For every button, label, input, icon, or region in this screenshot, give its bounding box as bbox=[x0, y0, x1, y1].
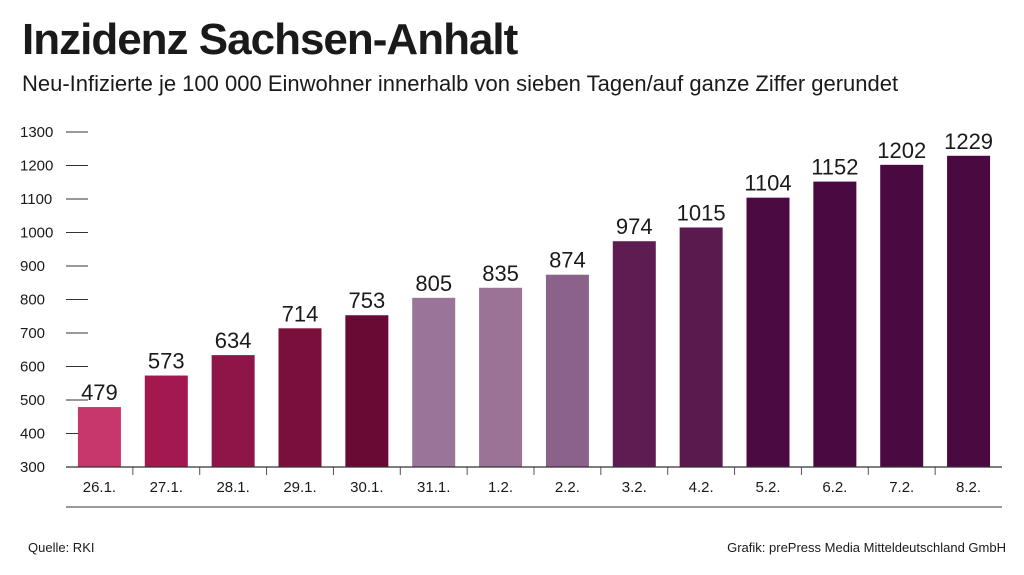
x-tick-label: 3.2. bbox=[622, 479, 647, 496]
bar bbox=[77, 407, 121, 467]
source-note: Quelle: RKI bbox=[28, 540, 95, 555]
x-tick-label: 7.2. bbox=[889, 479, 914, 496]
bar-value-label: 479 bbox=[81, 380, 118, 405]
bar bbox=[545, 274, 589, 467]
bar-value-label: 835 bbox=[482, 261, 519, 286]
bar-value-label: 874 bbox=[549, 248, 586, 273]
x-tick-label: 8.2. bbox=[956, 479, 981, 496]
bar-value-label: 714 bbox=[282, 301, 319, 326]
bar bbox=[880, 164, 924, 467]
bar bbox=[679, 227, 723, 467]
bar bbox=[278, 328, 322, 467]
bar-value-label: 634 bbox=[215, 328, 252, 353]
chart-title: Inzidenz Sachsen-Anhalt bbox=[22, 15, 518, 64]
x-tick-label: 27.1. bbox=[150, 479, 183, 496]
y-tick-label: 1000 bbox=[20, 225, 53, 242]
x-tick-label: 5.2. bbox=[755, 479, 780, 496]
y-tick-label: 500 bbox=[20, 392, 45, 409]
bar-value-label: 1104 bbox=[744, 171, 791, 196]
x-tick-label: 6.2. bbox=[822, 479, 847, 496]
x-tick-label: 29.1. bbox=[283, 479, 316, 496]
bar-value-label: 1015 bbox=[677, 200, 726, 225]
y-tick-label: 800 bbox=[20, 292, 45, 309]
bar-value-label: 1152 bbox=[811, 155, 858, 180]
y-tick-label: 300 bbox=[20, 459, 45, 476]
x-tick-label: 30.1. bbox=[350, 479, 383, 496]
bar bbox=[612, 241, 656, 467]
credit-note: Grafik: prePress Media Mitteldeutschland… bbox=[727, 540, 1006, 555]
bar-value-label: 1202 bbox=[877, 138, 926, 163]
bar-value-label: 753 bbox=[348, 288, 385, 313]
bar bbox=[813, 181, 857, 467]
x-tick-label: 1.2. bbox=[488, 479, 513, 496]
bar-value-label: 805 bbox=[415, 271, 452, 296]
bar bbox=[211, 355, 255, 467]
bar bbox=[345, 315, 389, 467]
x-tick-label: 4.2. bbox=[689, 479, 714, 496]
bar bbox=[144, 375, 188, 467]
bar bbox=[412, 297, 456, 467]
x-tick-label: 28.1. bbox=[216, 479, 249, 496]
bar-value-label: 974 bbox=[616, 214, 653, 239]
chart-subtitle: Neu-Infizierte je 100 000 Einwohner inne… bbox=[22, 71, 899, 96]
y-tick-label: 400 bbox=[20, 426, 45, 443]
y-tick-label: 1300 bbox=[20, 124, 53, 141]
y-tick-label: 1100 bbox=[20, 191, 52, 208]
bar bbox=[947, 155, 991, 467]
y-tick-label: 1200 bbox=[20, 158, 53, 175]
x-tick-label: 31.1. bbox=[417, 479, 450, 496]
x-tick-label: 2.2. bbox=[555, 479, 580, 496]
bar-value-label: 573 bbox=[148, 349, 185, 374]
bar bbox=[746, 197, 790, 467]
y-tick-label: 600 bbox=[20, 359, 45, 376]
bar bbox=[479, 287, 523, 467]
x-tick-label: 26.1. bbox=[83, 479, 116, 496]
y-tick-label: 900 bbox=[20, 258, 45, 275]
y-tick-label: 700 bbox=[20, 325, 45, 342]
bar-value-label: 1229 bbox=[944, 129, 993, 154]
